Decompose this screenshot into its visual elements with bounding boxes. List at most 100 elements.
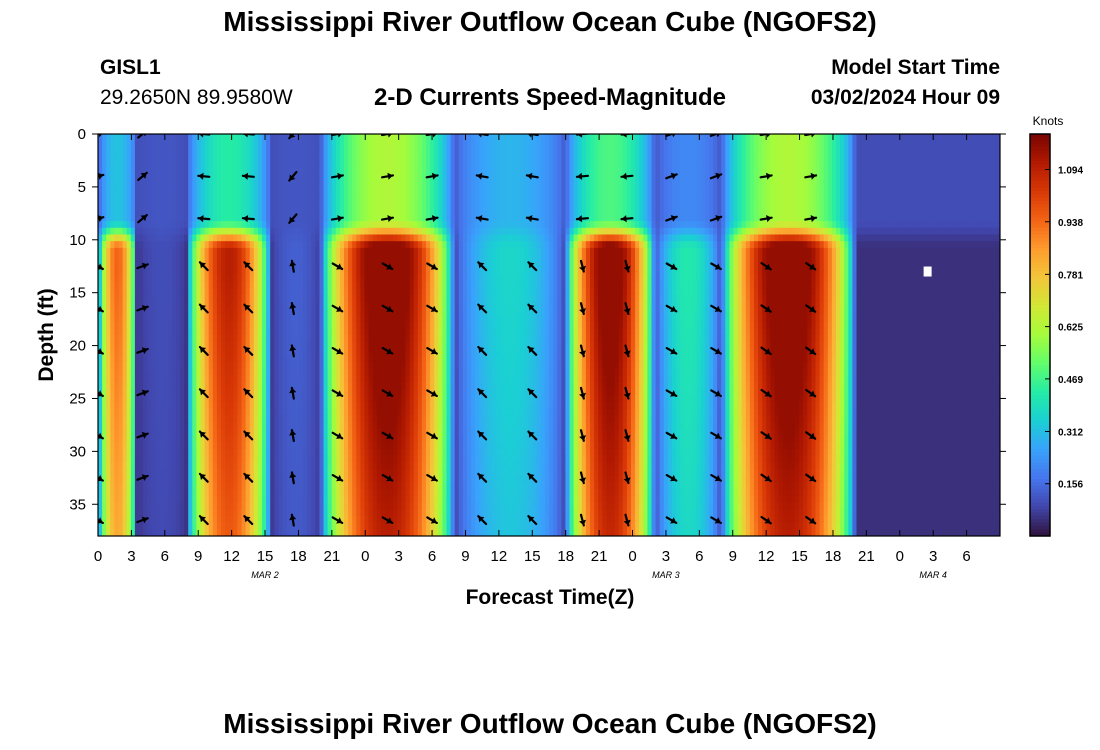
speed-cell	[901, 254, 907, 262]
speed-cell	[856, 180, 861, 188]
speed-cell	[676, 227, 681, 235]
speed-cell	[106, 167, 111, 175]
speed-cell	[815, 247, 820, 255]
speed-cell	[290, 247, 296, 255]
speed-cell	[483, 247, 488, 255]
speed-cell	[397, 281, 402, 289]
speed-cell	[745, 221, 751, 229]
speed-cell	[286, 227, 292, 235]
speed-cell	[577, 147, 583, 155]
speed-cell	[266, 254, 271, 262]
speed-cell	[815, 147, 820, 155]
speed-cell	[659, 254, 665, 262]
speed-cell	[208, 180, 214, 188]
speed-cell	[175, 140, 181, 148]
speed-cell	[397, 134, 402, 142]
speed-cell	[663, 261, 669, 269]
speed-cell	[467, 247, 472, 255]
speed-cell	[963, 254, 968, 262]
speed-cell	[614, 201, 620, 209]
speed-cell	[610, 167, 615, 175]
speed-cell	[528, 254, 533, 262]
speed-cell	[864, 134, 870, 142]
speed-cell	[733, 241, 738, 249]
speed-cell	[458, 281, 464, 289]
speed-cell	[856, 134, 861, 142]
speed-cell	[975, 160, 980, 168]
speed-cell	[520, 261, 525, 269]
speed-cell	[323, 201, 328, 209]
speed-cell	[577, 154, 583, 162]
speed-cell	[532, 214, 538, 222]
speed-cell	[864, 247, 870, 255]
speed-cell	[704, 221, 710, 229]
speed-cell	[770, 154, 775, 162]
speed-cell	[139, 214, 144, 222]
speed-cell	[905, 234, 911, 242]
speed-cell	[795, 180, 800, 188]
speed-cell	[540, 241, 546, 249]
speed-cell	[717, 254, 722, 262]
speed-cell	[508, 261, 513, 269]
speed-cell	[659, 227, 665, 235]
speed-cell	[836, 187, 841, 195]
speed-cell	[864, 180, 870, 188]
speed-cell	[590, 180, 595, 188]
speed-cell	[307, 268, 312, 276]
speed-cell	[717, 180, 722, 188]
speed-cell	[922, 147, 927, 155]
speed-cell	[405, 254, 410, 262]
speed-cell	[372, 201, 378, 209]
speed-cell	[278, 154, 283, 162]
speed-cell	[635, 227, 640, 235]
speed-cell	[979, 194, 984, 202]
speed-cell	[303, 268, 308, 276]
speed-cell	[413, 201, 419, 209]
speed-cell	[610, 234, 615, 242]
speed-cell	[200, 241, 205, 249]
speed-cell	[364, 221, 369, 229]
speed-cell	[171, 268, 177, 276]
speed-cell	[286, 241, 292, 249]
speed-cell	[467, 214, 472, 222]
speed-cell	[868, 154, 874, 162]
speed-cell	[696, 241, 702, 249]
speed-cell	[766, 227, 771, 235]
speed-cell	[286, 268, 292, 276]
speed-cell	[368, 268, 374, 276]
speed-cell	[983, 247, 989, 255]
speed-cell	[909, 180, 915, 188]
speed-cell	[622, 140, 628, 148]
speed-cell	[221, 261, 226, 269]
speed-cell	[573, 134, 579, 142]
speed-cell	[184, 274, 189, 282]
speed-cell	[692, 247, 697, 255]
speed-cell	[643, 254, 648, 262]
speed-cell	[257, 234, 263, 242]
speed-cell	[909, 241, 915, 249]
speed-cell	[852, 140, 857, 148]
speed-cell	[569, 227, 574, 235]
speed-cell	[495, 180, 501, 188]
speed-cell	[409, 221, 415, 229]
speed-cell	[458, 160, 464, 168]
speed-cell	[573, 207, 579, 215]
speed-cell	[442, 247, 447, 255]
speed-cell	[688, 247, 693, 255]
speed-cell	[926, 174, 931, 182]
speed-cell	[946, 147, 952, 155]
speed-cell	[885, 221, 890, 229]
speed-cell	[126, 261, 132, 269]
speed-cell	[426, 160, 431, 168]
speed-cell	[819, 241, 825, 249]
speed-cell	[134, 167, 140, 175]
speed-cell	[868, 180, 874, 188]
speed-cell	[983, 201, 989, 209]
speed-cell	[270, 281, 275, 289]
speed-cell	[376, 140, 382, 148]
speed-cell	[626, 221, 632, 229]
speed-cell	[147, 261, 152, 269]
speed-cell	[413, 154, 419, 162]
speed-cell	[889, 254, 894, 262]
speed-cell	[766, 194, 771, 202]
